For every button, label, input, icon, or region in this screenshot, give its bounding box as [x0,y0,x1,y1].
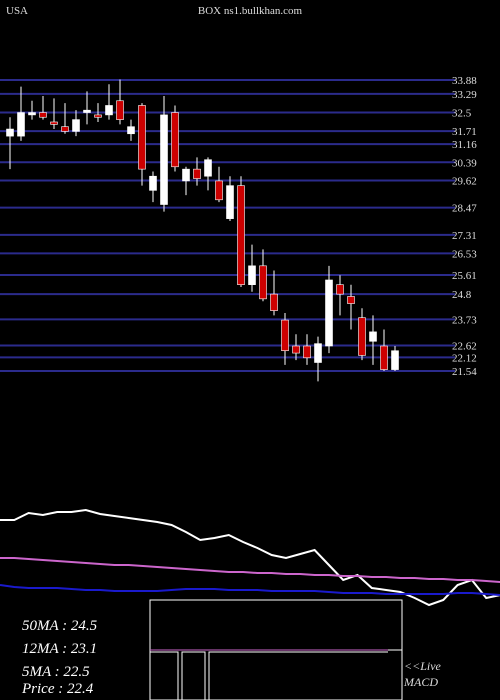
candle-body [347,296,355,304]
y-tick-label: 24.8 [452,289,472,301]
y-tick-label: 33.88 [452,75,477,87]
candle-body [72,119,80,132]
ma-line [0,508,500,607]
y-tick-label: 23.73 [452,314,477,326]
candle-body [248,265,256,285]
candle-body [270,293,278,311]
ma12-label: 12MA : 23.1 [22,641,97,657]
candle-body [237,185,245,285]
candle-body [39,112,47,118]
candle-body [127,126,135,135]
candle-body [303,345,311,359]
ma-line [0,584,500,596]
candle-body [149,175,157,191]
y-tick-label: 31.71 [452,126,477,138]
macd-signal [150,651,388,700]
ma5-label: 5MA : 22.5 [22,664,90,680]
candle-body [259,265,267,300]
macd-label: MACD [403,675,438,689]
y-tick-label: 21.54 [452,366,477,378]
candle-body [138,105,146,170]
candle-body [358,317,366,356]
site: BOX ns1.bullkhan.com [198,5,303,17]
y-tick-label: 26.53 [452,248,477,260]
candle-body [94,114,102,118]
candle-body [28,112,36,116]
y-tick-label: 28.47 [452,203,477,215]
candle-body [281,319,289,352]
ma-line [0,557,500,583]
y-tick-label: 27.31 [452,230,477,242]
y-tick-label: 25.61 [452,270,477,282]
candle-body [105,105,113,116]
candle-body [215,180,223,201]
ma50-label: 50MA : 24.5 [22,618,98,634]
y-tick-label: 30.39 [452,157,477,169]
y-tick-label: 22.62 [452,341,477,353]
candle-body [83,109,91,113]
candle-body [292,345,300,354]
candle-body [369,331,377,342]
candle-body [391,350,399,370]
candle-body [204,159,212,177]
candle-body [6,128,14,137]
y-tick-label: 29.62 [452,175,477,187]
y-tick-label: 31.16 [452,139,477,151]
candle-body [226,185,234,219]
candle-body [171,112,179,168]
candle-body [17,112,25,137]
candle-body [193,168,201,179]
y-tick-label: 33.29 [452,89,477,101]
live-label: <<Live [404,659,442,673]
price-label: Price : 22.4 [21,681,94,697]
candle-body [380,345,388,370]
candle-body [325,279,333,347]
ma-panel [0,508,500,607]
candle-body [50,121,58,125]
candle-body [182,168,190,182]
candle-body [116,100,124,120]
y-tick-label: 32.5 [452,108,472,120]
candle-body [160,114,168,205]
candle-body [336,284,344,295]
y-tick-label: 22.12 [452,352,477,364]
country: USA [6,5,28,17]
candle-body [314,343,322,363]
candle-body [61,126,69,132]
